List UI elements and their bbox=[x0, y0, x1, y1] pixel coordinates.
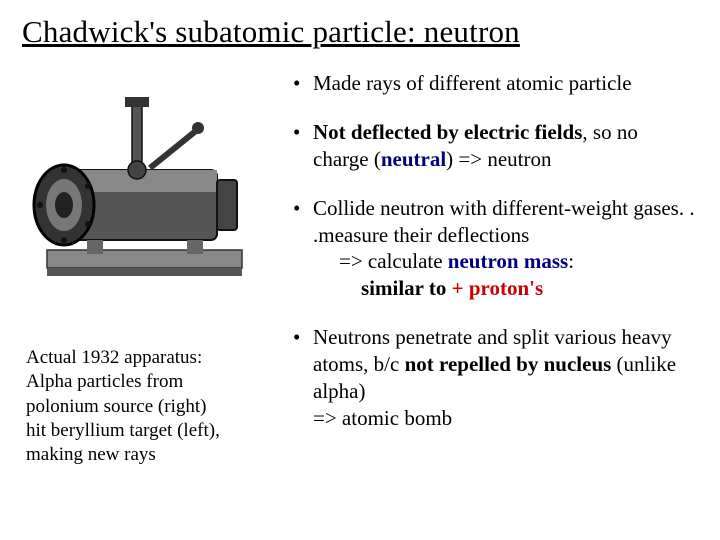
bullet-subline: => calculate neutron mass: bbox=[313, 248, 698, 275]
bullet-text: Collide neutron with different-weight ga… bbox=[313, 196, 695, 247]
left-column: Actual 1932 apparatus: Alpha particles f… bbox=[22, 70, 277, 468]
content-row: Actual 1932 apparatus: Alpha particles f… bbox=[22, 70, 698, 468]
bullet-subline: similar to + proton's bbox=[313, 275, 698, 302]
bullet-bold: Not deflected by electric fields bbox=[313, 120, 582, 144]
apparatus-caption: Actual 1932 apparatus: Alpha particles f… bbox=[22, 346, 277, 468]
bullet-text: Made rays of different atomic particle bbox=[313, 71, 632, 95]
bullet-item: Collide neutron with different-weight ga… bbox=[291, 195, 698, 303]
caption-line: polonium source (right) bbox=[26, 396, 206, 417]
right-column: Made rays of different atomic particle N… bbox=[291, 70, 698, 468]
caption-line: Actual 1932 apparatus: bbox=[26, 347, 202, 368]
bullet-text: ) => neutron bbox=[446, 147, 551, 171]
bullet-term: neutral bbox=[381, 147, 446, 171]
apparatus-svg bbox=[22, 70, 277, 320]
bullet-item: Not deflected by electric fields, so no … bbox=[291, 119, 698, 173]
bullet-list: Made rays of different atomic particle N… bbox=[291, 70, 698, 432]
bullet-item: Made rays of different atomic particle bbox=[291, 70, 698, 97]
caption-line: hit beryllium target (left), bbox=[26, 420, 220, 441]
page-title: Chadwick's subatomic particle: neutron bbox=[22, 14, 698, 50]
bullet-bold: not repelled by nucleus bbox=[405, 352, 612, 376]
bullet-bold: similar to bbox=[361, 276, 452, 300]
bullet-text: : bbox=[568, 249, 574, 273]
bullet-item: Neutrons penetrate and split various hea… bbox=[291, 324, 698, 432]
caption-line: Alpha particles from bbox=[26, 371, 183, 392]
apparatus-photo bbox=[22, 70, 277, 320]
caption-line: making new rays bbox=[26, 444, 156, 465]
bullet-text: => calculate bbox=[339, 249, 448, 273]
bullet-term: + proton's bbox=[452, 276, 544, 300]
bullet-text: => atomic bomb bbox=[313, 406, 452, 430]
bullet-term: neutron mass bbox=[448, 249, 568, 273]
